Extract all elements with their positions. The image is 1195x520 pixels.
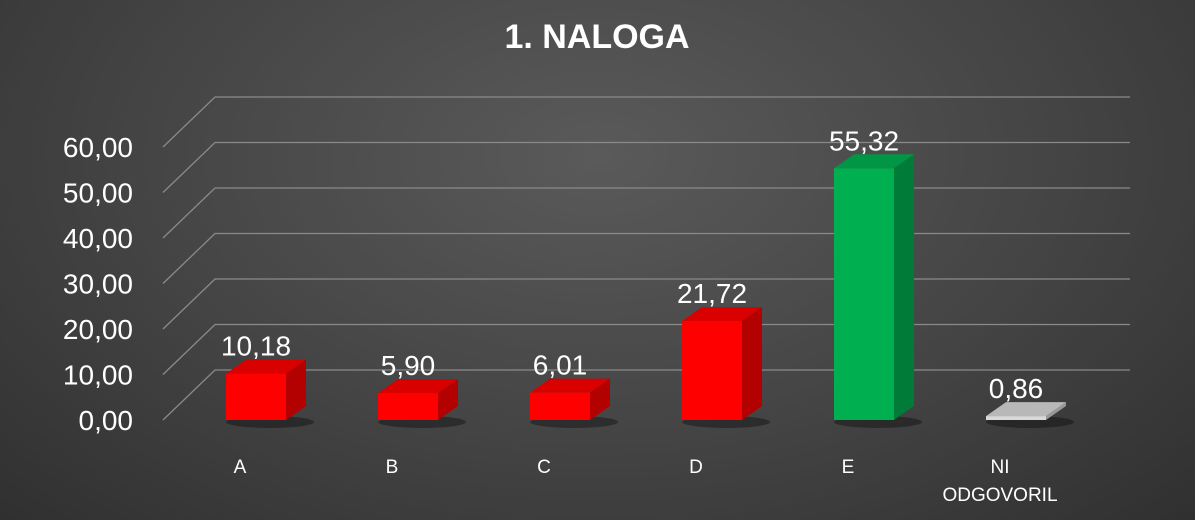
- bar-front: [986, 416, 1046, 420]
- y-tick-label: 30,00: [63, 269, 133, 300]
- y-tick-label: 50,00: [63, 178, 133, 209]
- bar-e: [834, 154, 922, 428]
- gridline: [162, 96, 1130, 148]
- x-tick-label: C: [537, 457, 551, 478]
- data-label: 10,18: [221, 331, 291, 362]
- gridline: [162, 369, 1130, 421]
- bar-top: [682, 307, 762, 322]
- x-tick-label: D: [689, 457, 703, 478]
- gridlines: [162, 96, 1130, 421]
- gridline: [162, 141, 1130, 193]
- bar-front: [682, 321, 742, 420]
- bar-a: [226, 359, 314, 428]
- gridline: [162, 278, 1130, 330]
- bar-top: [378, 379, 458, 394]
- data-labels: 10,18 5,90 6,01 21,72 55,32 0,86: [221, 125, 1043, 404]
- gridline: [162, 232, 1130, 284]
- bar-side: [286, 359, 306, 420]
- y-tick-label: 60,00: [63, 132, 133, 163]
- x-axis: A B C D E NI ODGOVORIL: [234, 457, 1058, 506]
- data-label: 5,90: [381, 350, 436, 381]
- chart-title: 1. NALOGA: [504, 18, 689, 56]
- x-tick-label: A: [234, 457, 247, 478]
- bar-c: [530, 378, 618, 428]
- bar-front: [226, 373, 286, 420]
- data-label: 21,72: [677, 278, 747, 309]
- bar-top: [834, 154, 914, 169]
- bar-side: [1046, 402, 1066, 420]
- y-tick-label: 20,00: [63, 314, 133, 345]
- x-tick-label: E: [842, 457, 855, 478]
- bar-top: [986, 402, 1066, 417]
- data-label: 6,01: [533, 350, 588, 381]
- bar-front: [530, 392, 590, 420]
- bars: [226, 154, 1074, 428]
- x-tick-label: B: [386, 457, 399, 478]
- bar-d: [682, 307, 770, 428]
- bar-side: [894, 154, 914, 420]
- y-axis: 0,00 10,00 20,00 30,00 40,00 50,00 60,00: [63, 132, 133, 436]
- y-tick-label: 40,00: [63, 223, 133, 254]
- bar-front: [378, 393, 438, 420]
- data-label: 55,32: [829, 125, 899, 156]
- bar-side: [438, 379, 458, 420]
- bar-side: [742, 307, 762, 420]
- bar-top: [226, 359, 306, 374]
- bar-side: [590, 378, 610, 420]
- bar-ni-odgovoril: [986, 402, 1074, 428]
- gridline: [162, 323, 1130, 375]
- data-label: 0,86: [989, 373, 1044, 404]
- x-tick-label: NI ODGOVORIL: [942, 457, 1057, 506]
- y-tick-label: 0,00: [79, 405, 134, 436]
- bar-b: [378, 379, 466, 428]
- bar-top: [530, 378, 610, 393]
- gridline: [162, 187, 1130, 239]
- y-tick-label: 10,00: [63, 360, 133, 391]
- bar-front: [834, 168, 894, 420]
